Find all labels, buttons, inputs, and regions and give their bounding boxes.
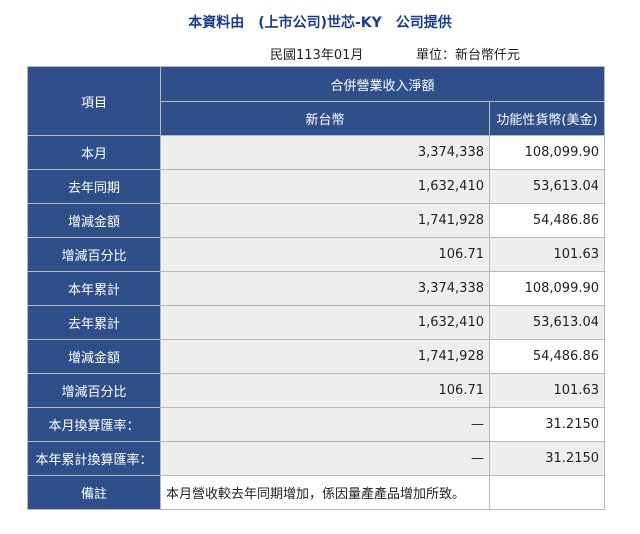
table-row: 去年累計 1,632,410 53,613.04 bbox=[27, 305, 606, 340]
row-label: 本年累計 bbox=[27, 271, 161, 306]
usd-value: 54,486.86 bbox=[488, 339, 606, 374]
row-label: 去年累計 bbox=[27, 305, 161, 340]
revenue-table: 項目 合併營業收入淨額 新台幣 功能性貨幣(美金) 本月 3,374,338 1… bbox=[27, 66, 606, 510]
remark-empty-cell bbox=[488, 475, 606, 510]
group-header: 合併營業收入淨額 bbox=[159, 66, 606, 102]
row-label: 增減百分比 bbox=[27, 237, 161, 272]
row-label: 增減百分比 bbox=[27, 373, 161, 408]
usd-value: 101.63 bbox=[488, 237, 606, 272]
twd-value: 1,632,410 bbox=[160, 305, 490, 340]
twd-value: 1,741,928 bbox=[160, 203, 490, 238]
table-subheader-row: 新台幣 功能性貨幣(美金) bbox=[28, 101, 606, 136]
usd-value: 53,613.04 bbox=[488, 169, 606, 204]
remark-row: 備註 本月營收較去年同期增加，係因量產產品增加所致。 bbox=[27, 475, 606, 510]
row-label: 本月 bbox=[27, 135, 161, 170]
table-row: 本月 3,374,338 108,099.90 bbox=[27, 135, 606, 170]
table-row: 增減百分比 106.71 101.63 bbox=[27, 237, 606, 272]
table-row: 本月換算匯率： — 31.2150 bbox=[27, 407, 606, 442]
row-label: 增減金額 bbox=[27, 339, 161, 374]
row-label: 本年累計換算匯率： bbox=[27, 441, 161, 476]
item-header: 項目 bbox=[27, 66, 161, 136]
twd-value: 1,741,928 bbox=[160, 339, 490, 374]
currency-unit: 單位：新台幣仟元 bbox=[416, 48, 521, 63]
twd-value: 1,632,410 bbox=[160, 169, 490, 204]
usd-column-header: 功能性貨幣(美金) bbox=[488, 101, 606, 136]
remark-label: 備註 bbox=[27, 475, 161, 510]
twd-value: 3,374,338 bbox=[160, 271, 490, 306]
table-header-row: 項目 合併營業收入淨額 bbox=[27, 66, 606, 136]
table-row: 本年累計 3,374,338 108,099.90 bbox=[27, 271, 606, 306]
twd-value: 106.71 bbox=[160, 237, 490, 272]
twd-value: 3,374,338 bbox=[160, 135, 490, 170]
usd-value: 108,099.90 bbox=[488, 271, 606, 306]
remark-text: 本月營收較去年同期增加，係因量產產品增加所致。 bbox=[160, 475, 490, 510]
usd-value: 53,613.04 bbox=[488, 305, 606, 340]
usd-value: 108,099.90 bbox=[488, 135, 606, 170]
table-row: 去年同期 1,632,410 53,613.04 bbox=[27, 169, 606, 204]
row-label: 增減金額 bbox=[27, 203, 161, 238]
twd-value: 106.71 bbox=[160, 373, 490, 408]
report-period: 民國113年01月 bbox=[270, 48, 364, 63]
table-row: 增減金額 1,741,928 54,486.86 bbox=[27, 339, 606, 374]
row-label: 去年同期 bbox=[27, 169, 161, 204]
usd-value: 54,486.86 bbox=[488, 203, 606, 238]
usd-value: 31.2150 bbox=[488, 441, 606, 476]
twd-value: — bbox=[160, 407, 490, 442]
usd-value: 101.63 bbox=[488, 373, 606, 408]
table-row: 本年累計換算匯率： — 31.2150 bbox=[27, 441, 606, 476]
table-row: 增減百分比 106.71 101.63 bbox=[27, 373, 606, 408]
row-label: 本月換算匯率： bbox=[27, 407, 161, 442]
twd-column-header: 新台幣 bbox=[160, 101, 490, 136]
twd-value: — bbox=[160, 441, 490, 476]
usd-value: 31.2150 bbox=[488, 407, 606, 442]
report-title: 本資料由 (上市公司)世芯-KY 公司提供 bbox=[188, 15, 452, 31]
table-row: 增減金額 1,741,928 54,486.86 bbox=[27, 203, 606, 238]
